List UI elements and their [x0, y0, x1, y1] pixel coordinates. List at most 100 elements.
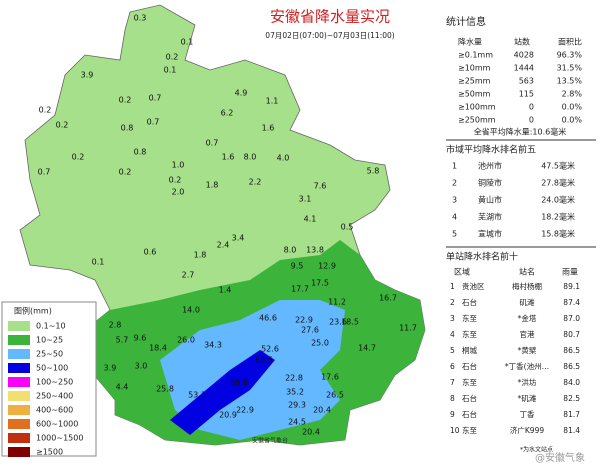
station-cell: 贵池区: [462, 281, 485, 291]
stats-cell: 1444: [514, 64, 534, 73]
legend-label: 250~400: [36, 392, 73, 401]
stats-cell: 563: [519, 77, 534, 86]
stats-cell: ≥100mm: [458, 103, 496, 112]
stats-footer: 全省平均降水量:10.6毫米: [474, 127, 567, 137]
map-value: 0.8: [121, 124, 134, 133]
station-title: 单站降水排名前十: [446, 251, 518, 263]
station-cell: 87.4: [563, 298, 580, 307]
map-value: 23.6: [329, 318, 347, 327]
station-cell: 8: [450, 394, 455, 403]
map-value: 0.7: [38, 168, 51, 177]
city-value: 15.8毫米: [541, 229, 575, 239]
map-value: 17.7: [291, 285, 309, 294]
rain-zone-50-100: [170, 350, 275, 435]
map-value: 18.4: [149, 344, 167, 353]
map-value: 3.9: [81, 71, 94, 80]
map-value: 16.7: [379, 294, 397, 303]
map-value: 0.7: [149, 94, 162, 103]
map-value: 2.7: [182, 271, 195, 280]
legend-label: 1000~1500: [36, 434, 83, 443]
station-note: *为水文站点: [520, 446, 553, 454]
map-value: 7.6: [314, 182, 327, 191]
map-value: 1.4: [219, 286, 232, 295]
station-cell: 9: [450, 410, 455, 419]
stats-cell: 115: [519, 90, 534, 99]
map-value: 1.6: [262, 124, 275, 133]
station-cell: 86.5: [563, 346, 580, 355]
map-value: 0.1: [181, 38, 194, 47]
map-value: 1.0: [172, 161, 185, 170]
city-rank: 3: [452, 196, 457, 205]
map-value: 0.8: [134, 148, 147, 157]
legend-label: 600~1000: [36, 420, 78, 429]
station-header: 区域: [454, 267, 470, 277]
map-value: 12.9: [318, 262, 336, 271]
station-header: 站名: [519, 267, 535, 277]
station-cell: 4: [450, 330, 455, 339]
watermark: @安徽气象: [535, 451, 585, 464]
map-value: 2.2: [249, 178, 262, 187]
map-value: 3.9: [104, 364, 117, 373]
city-rank: 5: [452, 230, 457, 239]
legend-label: 100~250: [36, 378, 73, 387]
map-value: 0.2: [166, 53, 179, 62]
map-value: 17.6: [321, 373, 339, 382]
stats-header: 站数: [514, 37, 530, 47]
city-title: 市域平均降水排名前五: [446, 144, 536, 156]
map-value: 22.9: [295, 316, 313, 325]
station-cell: 89.1: [563, 282, 580, 291]
map-value: 29.3: [288, 401, 306, 410]
station-cell: 87.0: [563, 314, 580, 323]
map-credit: 安徽省气象台: [252, 437, 288, 445]
map-value: 1.8: [206, 181, 219, 190]
map-value: 13.8: [306, 246, 324, 255]
map-value: 0.7: [147, 118, 160, 127]
map-value: 2.4: [217, 241, 230, 250]
station-cell: 5: [450, 346, 455, 355]
map-value: 18.5: [341, 318, 359, 327]
city-value: 24.0毫米: [541, 195, 575, 205]
stats-cell: 2.8%: [562, 90, 583, 99]
map-value: 53.1: [188, 391, 206, 400]
map-value: 2.8: [109, 321, 122, 330]
legend-swatch: [8, 377, 30, 387]
legend-label: 10~25: [36, 336, 63, 345]
station-cell: 东至: [462, 425, 477, 435]
stats-cell: ≥25mm: [458, 77, 491, 86]
station-cell: 80.7: [563, 330, 580, 339]
map-value: 22.8: [285, 374, 303, 383]
map-value: 20.9: [219, 411, 237, 420]
map-value: 9.6: [134, 334, 147, 343]
stats-header: 降水量: [458, 37, 482, 47]
station-cell: 官港: [520, 329, 535, 339]
station-cell: 6: [450, 362, 455, 371]
map-value: 1.1: [266, 97, 279, 106]
map-value: 22.9: [236, 406, 254, 415]
station-cell: 10: [450, 426, 460, 435]
station-cell: 石台: [462, 393, 477, 403]
station-cell: 石台: [462, 297, 477, 307]
city-value: 47.5毫米: [541, 161, 575, 171]
stats-cell: 0: [529, 103, 534, 112]
map-value: 0.2: [169, 176, 182, 185]
legend-swatch: [8, 433, 30, 443]
legend-swatch: [8, 349, 30, 359]
map-value: 3.1: [299, 195, 312, 204]
legend-title: 图例(mm): [14, 306, 52, 316]
map-value: 35.2: [286, 388, 304, 397]
stats-cell: 13.5%: [557, 77, 583, 86]
title: 安徽省降水量实况: [270, 8, 390, 26]
station-cell: 东至: [462, 329, 477, 339]
city-rank: 1: [452, 162, 457, 171]
legend-swatch: [8, 405, 30, 415]
city-rank: 4: [452, 213, 457, 222]
station-cell: 丁香: [520, 409, 535, 419]
map-value: 4.0: [277, 154, 290, 163]
map-value: 34.3: [204, 341, 222, 350]
map-value: 4.4: [116, 383, 129, 392]
station-cell: *丁香(池州…: [505, 361, 549, 371]
map-value: 14.0: [182, 306, 200, 315]
subtitle: 07月02日(07:00)~07月03日(11:00): [265, 31, 394, 40]
station-cell: 1: [450, 282, 455, 291]
